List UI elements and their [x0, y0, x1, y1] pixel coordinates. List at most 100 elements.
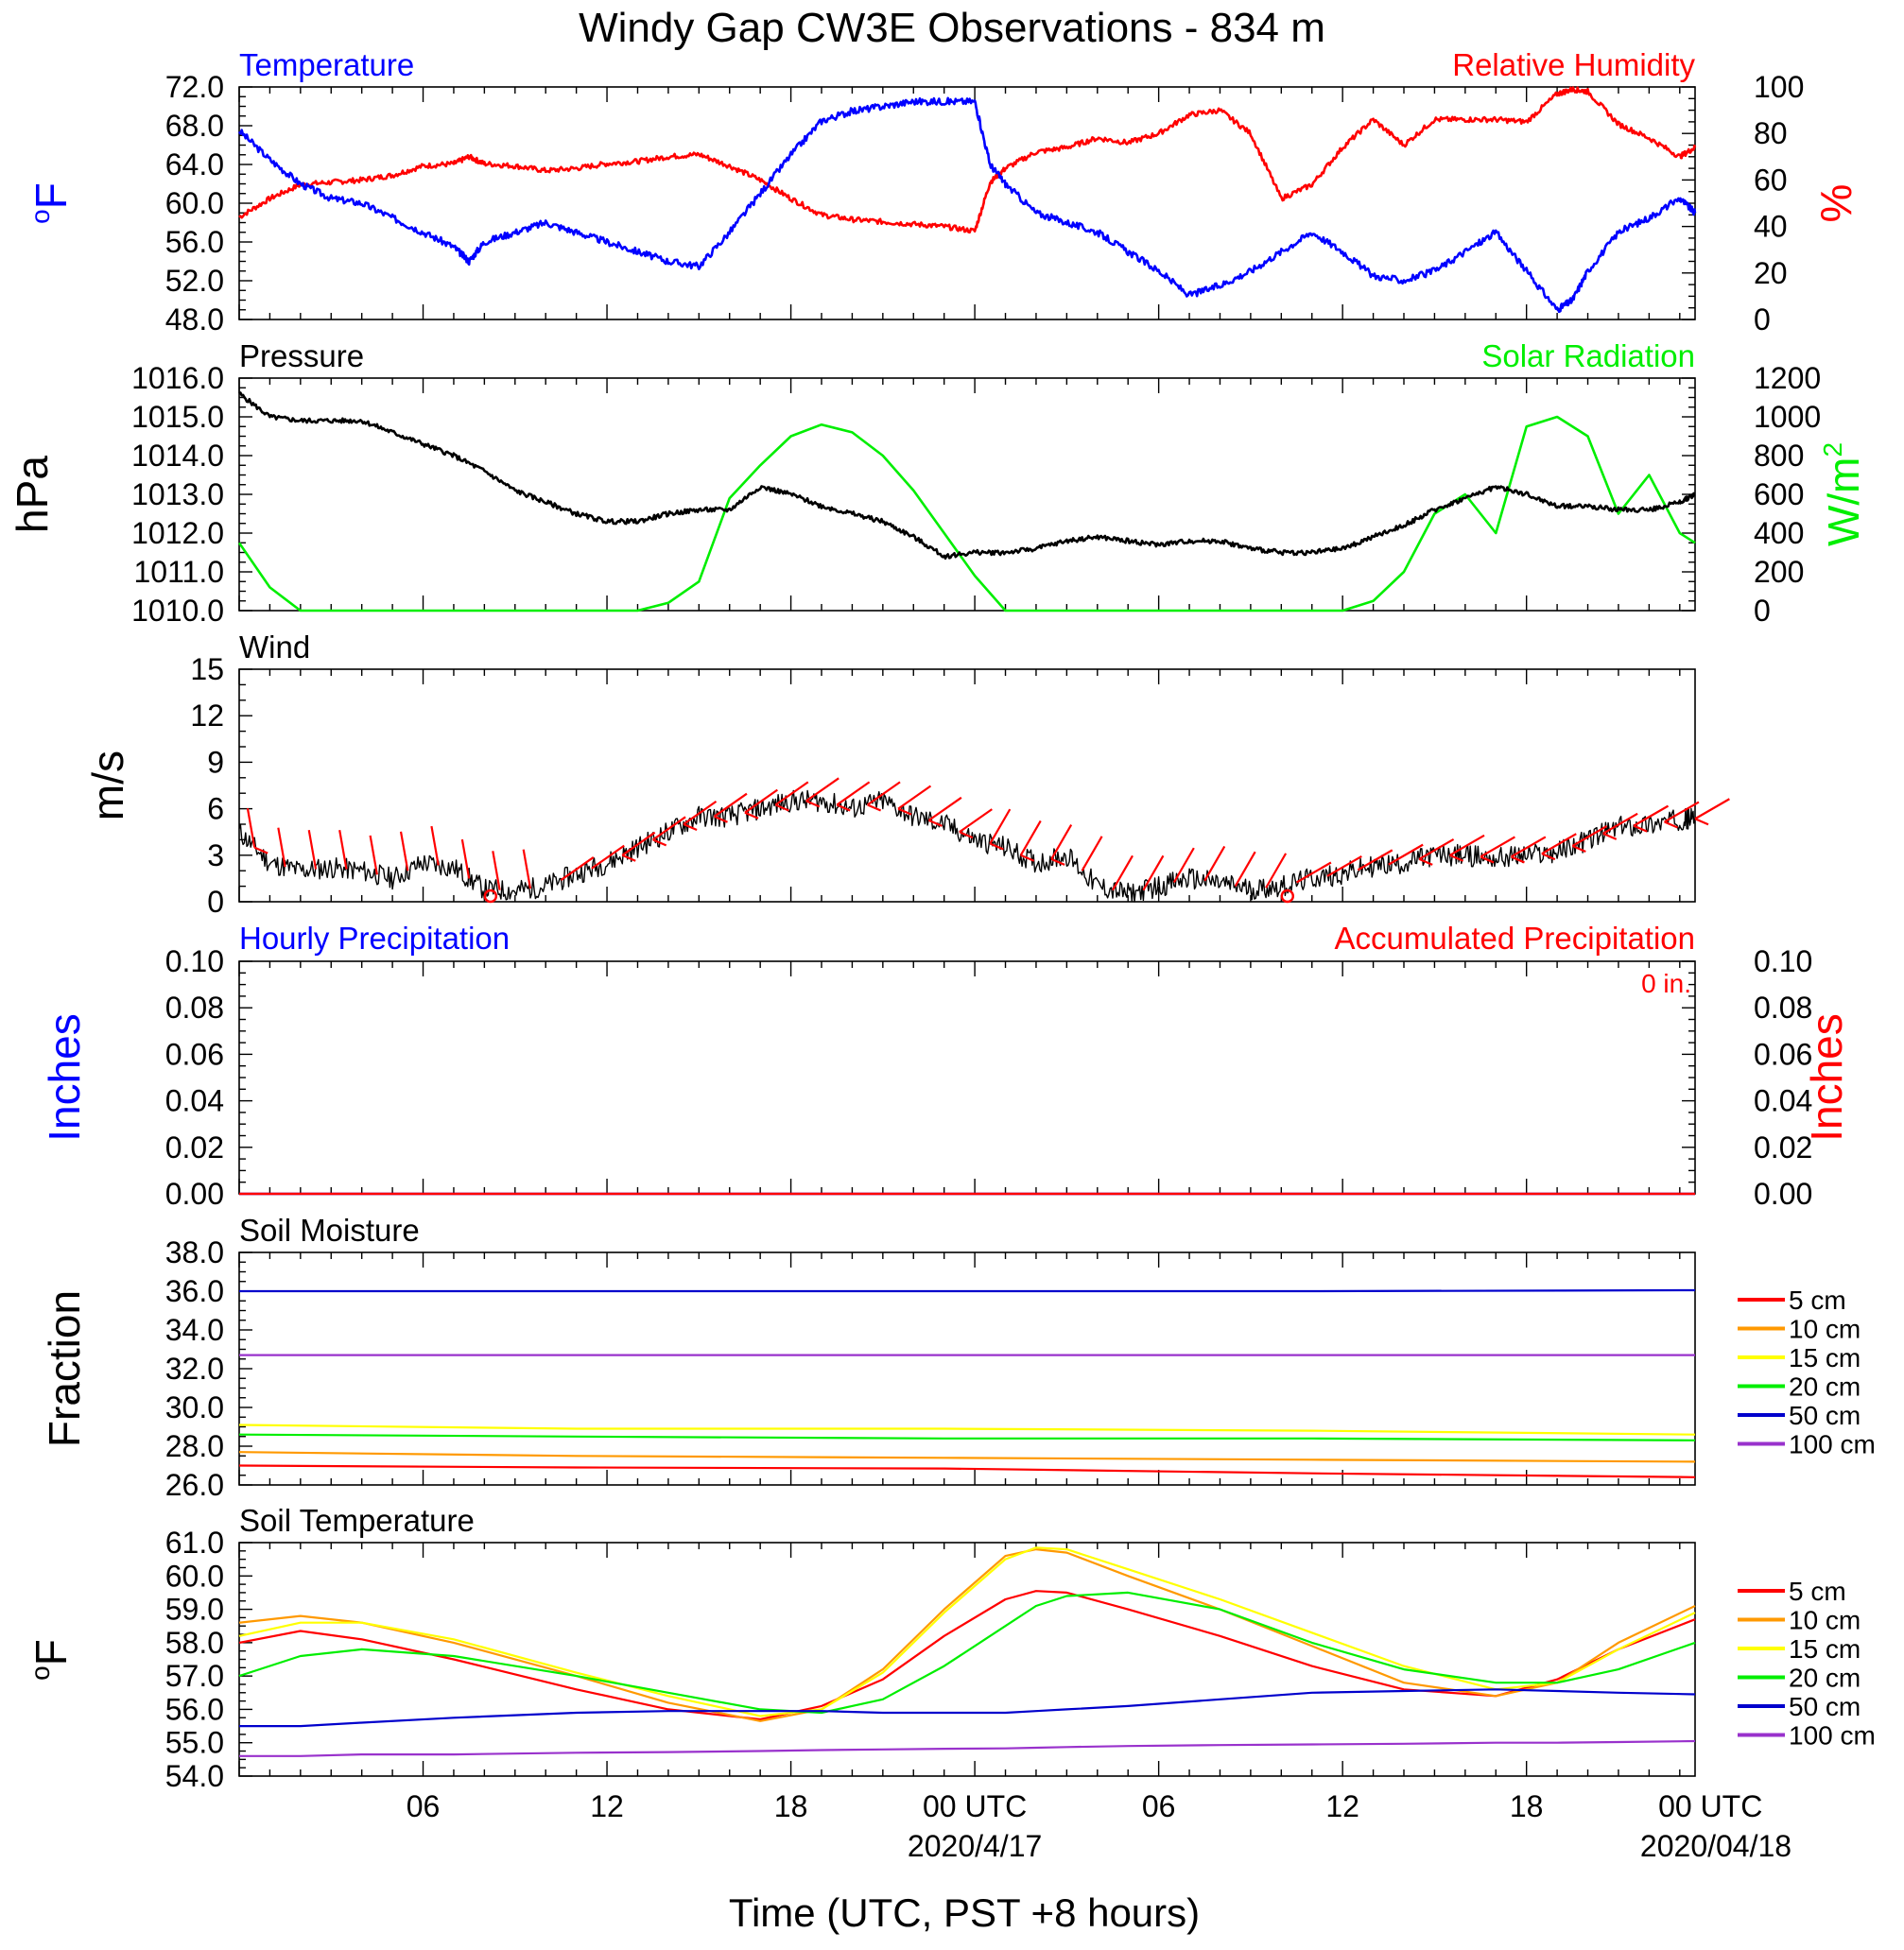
y-axis-label-left: hPa	[8, 456, 57, 533]
left-y-tick-label: 38.0	[165, 1235, 224, 1269]
legend-label: 10 cm	[1789, 1606, 1861, 1635]
temperature-humidity-panel: 72.0 68.0 64.0 60.0 56.0 52.0 48.0 100 80 60 40 20 0…	[26, 47, 1861, 337]
left-y-tick-label: 56.0	[165, 225, 224, 259]
series-soil-moisture-2	[238, 1424, 1696, 1436]
right-y-tick-label: 100	[1754, 70, 1804, 104]
calm-marker	[1280, 889, 1295, 904]
wind-barb-flag	[1694, 818, 1709, 826]
calm-marker	[483, 889, 498, 904]
wind-barb	[1295, 861, 1332, 884]
series-soil-moisture-1	[238, 1451, 1696, 1463]
series-soil-temp-3	[238, 1591, 1696, 1715]
x-tick-label: 06	[1142, 1789, 1176, 1823]
wind-barb	[1602, 812, 1638, 835]
right-y-tick-label: 0	[1754, 302, 1771, 337]
left-y-tick-label: 36.0	[165, 1274, 224, 1308]
left-y-tick-label: 61.0	[165, 1526, 224, 1560]
panel-title-soil-moisture: Soil Moisture	[239, 1213, 420, 1248]
wind-barb	[989, 808, 1012, 845]
wind-barb	[1694, 798, 1730, 820]
x-axis: 06 12 18 00 UTC 06 12 18 00 UTC 2020/4/17 2020/04…	[407, 1789, 1791, 1863]
left-y-tick-label: 59.0	[165, 1593, 224, 1627]
panel-title-hourly-precip: Hourly Precipitation	[239, 921, 510, 956]
wind-barb-flag	[1541, 853, 1556, 861]
wind-barb	[927, 796, 962, 821]
wind-barb	[683, 801, 718, 825]
left-y-tick-label: 3	[207, 838, 224, 872]
wind-barb	[652, 816, 686, 841]
series-pressure	[238, 391, 1696, 561]
y-axis-label-left: oF	[26, 1639, 76, 1681]
wind-barb	[1480, 836, 1515, 858]
left-y-tick-label: 6	[207, 792, 224, 826]
wind-barb-flag	[959, 831, 974, 839]
x-date-label: 2020/4/17	[908, 1829, 1042, 1863]
right-y-tick-label: 200	[1754, 555, 1804, 589]
x-date-label: 2020/04/18	[1640, 1829, 1791, 1863]
left-y-tick-label: 30.0	[165, 1390, 224, 1424]
series-soil-moisture-3	[238, 1433, 1696, 1441]
wind-panel: 15 12 9 6 3 0 Wind m/s	[83, 630, 1730, 919]
left-y-tick-label: 15	[190, 652, 224, 686]
wind-barb	[1418, 837, 1455, 860]
left-y-tick-label: 52.0	[165, 264, 224, 298]
page-title: Windy Gap CW3E Observations - 834 m	[579, 5, 1325, 51]
wind-barb-flag	[1633, 824, 1648, 833]
wind-barb-flag	[621, 854, 636, 862]
unit-exponent: 2	[1818, 442, 1847, 457]
right-y-tick-label: 40	[1754, 210, 1788, 244]
wind-barb	[1510, 836, 1547, 858]
right-y-tick-label: 800	[1754, 439, 1804, 473]
wind-barb	[1050, 823, 1073, 860]
y-axis-label-left: m/s	[83, 751, 132, 820]
legend-label: 5 cm	[1789, 1286, 1846, 1315]
wind-barb	[1019, 820, 1042, 856]
wind-barb-flag	[1664, 820, 1679, 829]
wind-barb	[399, 831, 409, 871]
x-tick-label: 00 UTC	[1658, 1789, 1762, 1823]
wind-barb-flag	[744, 811, 759, 820]
left-y-tick-label: 0.10	[165, 944, 224, 978]
y-axis-label-left: oF	[26, 182, 76, 224]
left-y-tick-label: 48.0	[165, 302, 224, 337]
legend-label: 5 cm	[1789, 1577, 1846, 1606]
y-axis-label-right: %	[1811, 184, 1861, 223]
left-y-tick-label: 68.0	[165, 109, 224, 143]
wind-barb	[522, 849, 532, 889]
wind-barb-flag	[1480, 855, 1495, 864]
left-y-tick-label: 1010.0	[131, 594, 224, 628]
legend-label: 15 cm	[1789, 1343, 1861, 1372]
wind-barb-flag	[867, 803, 882, 812]
left-y-tick-label: 9	[207, 745, 224, 779]
left-y-tick-label: 0	[207, 885, 224, 919]
series-soil-moisture-0	[238, 1464, 1696, 1478]
series-soil-temp-5	[239, 1739, 1696, 1757]
right-y-tick-label: 60	[1754, 163, 1788, 197]
panel-title-humidity: Relative Humidity	[1452, 47, 1695, 82]
y-axis-label-left: Fraction	[40, 1290, 89, 1447]
left-y-tick-label: 1012.0	[131, 516, 224, 550]
wind-barb	[307, 830, 318, 870]
left-y-tick-label: 34.0	[165, 1313, 224, 1347]
right-y-tick-label: 80	[1754, 116, 1788, 150]
wind-barb-flag	[1511, 855, 1525, 864]
legend-label: 50 cm	[1789, 1692, 1861, 1721]
wind-barb	[1203, 845, 1226, 882]
plot-frame	[238, 86, 1696, 320]
x-tick-label: 12	[1325, 1789, 1359, 1823]
left-y-tick-label: 57.0	[165, 1659, 224, 1693]
wind-barb-flag	[897, 807, 912, 816]
precipitation-panel: 0.10 0.08 0.06 0.04 0.02 0.00 0.10 0.08 0.06 0.04…	[40, 921, 1851, 1211]
wind-barb	[277, 827, 286, 868]
degree-sign: o	[26, 1665, 55, 1681]
left-y-tick-label: 64.0	[165, 147, 224, 181]
x-tick-label: 18	[1510, 1789, 1544, 1823]
right-y-tick-label: 0.02	[1754, 1130, 1812, 1165]
y-axis-label-left: Inches	[40, 1013, 89, 1142]
series-soil-temp-1	[238, 1547, 1696, 1722]
wind-barb	[460, 838, 471, 879]
right-y-tick-label: 0.10	[1754, 944, 1812, 978]
wind-barb	[897, 785, 932, 810]
